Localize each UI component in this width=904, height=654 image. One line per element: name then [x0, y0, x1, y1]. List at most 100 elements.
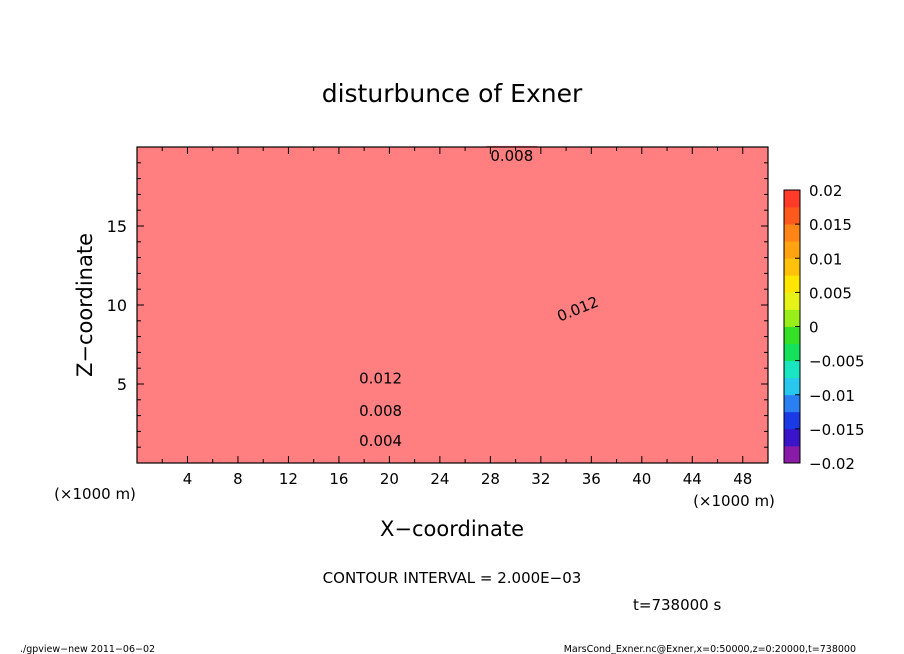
- field-cell: [692, 451, 700, 456]
- field-cell: [263, 285, 271, 290]
- field-cell: [591, 360, 599, 365]
- field-cell: [338, 348, 346, 353]
- field-cell: [490, 376, 498, 381]
- field-cell: [730, 352, 738, 357]
- field-cell: [685, 340, 693, 346]
- field-cell: [187, 368, 195, 373]
- field-cell: [420, 328, 428, 334]
- field-cell: [332, 447, 340, 452]
- field-cell: [364, 281, 372, 286]
- field-cell: [137, 439, 144, 444]
- field-cell: [414, 423, 422, 429]
- field-cell: [187, 380, 195, 385]
- field-cell: [540, 443, 548, 448]
- field-cell: [345, 265, 353, 271]
- field-cell: [736, 312, 744, 318]
- field-cell: [521, 419, 529, 425]
- field-cell: [395, 324, 403, 330]
- field-cell: [502, 376, 510, 381]
- field-cell: [301, 415, 308, 421]
- field-cell: [446, 277, 454, 282]
- field-cell: [717, 352, 725, 357]
- field-cell: [212, 391, 220, 397]
- field-cell: [515, 411, 523, 417]
- field-cell: [370, 277, 378, 282]
- field-cell: [673, 265, 681, 271]
- field-cell: [553, 336, 561, 342]
- field-cell: [351, 308, 359, 314]
- field-cell: [433, 431, 441, 436]
- field-cell: [723, 384, 731, 389]
- field-cell: [730, 403, 738, 409]
- field-cell: [591, 395, 599, 401]
- field-cell: [427, 411, 435, 417]
- field-cell: [193, 340, 201, 346]
- field-cell: [559, 423, 567, 429]
- field-cell: [231, 348, 239, 353]
- field-cell: [244, 305, 252, 310]
- field-cell: [155, 387, 163, 393]
- field-cell: [313, 324, 321, 330]
- field-cell: [174, 269, 182, 274]
- field-cell: [578, 340, 586, 346]
- field-cell: [288, 419, 296, 425]
- field-cell: [244, 293, 252, 298]
- field-cell: [610, 415, 618, 421]
- field-cell: [219, 435, 226, 440]
- field-cell: [408, 443, 416, 448]
- field-cell: [351, 387, 359, 393]
- field-cell: [319, 312, 327, 318]
- field-cell: [711, 316, 719, 322]
- field-cell: [622, 320, 630, 326]
- field-cell: [711, 455, 719, 460]
- field-cell: [749, 380, 756, 385]
- field-cell: [402, 273, 409, 278]
- field-cell: [345, 340, 353, 346]
- field-cell: [231, 332, 239, 338]
- field-cell: [162, 431, 170, 436]
- field-cell: [641, 415, 649, 421]
- field-cell: [591, 403, 599, 409]
- field-cell: [168, 269, 176, 274]
- field-cell: [402, 336, 409, 342]
- field-cell: [641, 301, 649, 306]
- field-cell: [547, 356, 555, 361]
- field-cell: [263, 305, 271, 310]
- field-cell: [509, 380, 517, 385]
- field-cell: [704, 391, 712, 397]
- field-cell: [433, 391, 441, 397]
- field-cell: [502, 380, 510, 385]
- field-cell: [761, 308, 768, 314]
- field-cell: [559, 336, 567, 342]
- field-cell: [685, 305, 693, 310]
- field-cell: [301, 281, 308, 286]
- field-cell: [244, 265, 252, 271]
- field-cell: [742, 316, 750, 322]
- field-cell: [389, 277, 397, 282]
- field-cell: [155, 273, 163, 278]
- field-cell: [667, 415, 674, 421]
- field-cell: [730, 324, 738, 330]
- field-cell: [471, 431, 479, 436]
- field-cell: [187, 293, 195, 298]
- field-cell: [749, 332, 756, 338]
- field-cell: [383, 289, 390, 294]
- field-cell: [446, 399, 454, 405]
- field-cell: [566, 285, 573, 290]
- field-cell: [711, 305, 719, 310]
- field-cell: [149, 459, 157, 463]
- field-cell: [408, 451, 416, 456]
- field-cell: [521, 376, 529, 381]
- field-cell: [484, 336, 491, 342]
- field-cell: [414, 289, 422, 294]
- field-cell: [685, 273, 693, 278]
- field-cell: [193, 407, 201, 413]
- field-cell: [528, 316, 536, 322]
- field-cell: [357, 364, 365, 369]
- field-cell: [749, 356, 756, 361]
- field-cell: [641, 324, 649, 330]
- field-cell: [528, 324, 536, 330]
- field-cell: [471, 312, 479, 318]
- field-cell: [458, 360, 466, 365]
- field-cell: [206, 431, 214, 436]
